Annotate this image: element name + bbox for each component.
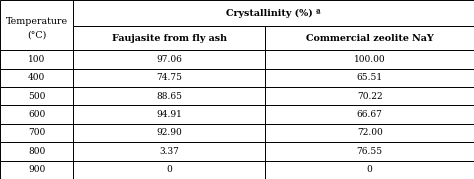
Bar: [265, 69, 474, 87]
Bar: [73, 87, 265, 105]
Text: 600: 600: [28, 110, 46, 119]
Bar: [265, 26, 474, 50]
Text: 400: 400: [28, 73, 46, 82]
Text: 100: 100: [28, 55, 46, 64]
Text: Crystallinity (%) ª: Crystallinity (%) ª: [227, 8, 321, 18]
Text: 700: 700: [28, 129, 46, 137]
Text: 92.90: 92.90: [156, 129, 182, 137]
Text: 72.00: 72.00: [357, 129, 383, 137]
Bar: [73, 124, 265, 142]
Text: 900: 900: [28, 165, 46, 174]
Bar: [0, 87, 73, 105]
Text: 500: 500: [28, 92, 46, 101]
Text: Faujasite from fly ash: Faujasite from fly ash: [112, 33, 227, 43]
Bar: [73, 142, 265, 161]
Bar: [0, 105, 73, 124]
Text: (°C): (°C): [27, 31, 46, 40]
Bar: [73, 161, 265, 179]
Text: 74.75: 74.75: [156, 73, 182, 82]
Bar: [265, 87, 474, 105]
Bar: [265, 142, 474, 161]
Bar: [0, 124, 73, 142]
Text: 88.65: 88.65: [156, 92, 182, 101]
Bar: [73, 50, 265, 69]
Bar: [0, 142, 73, 161]
Bar: [0, 0, 73, 50]
Text: 0: 0: [367, 165, 373, 174]
Bar: [265, 105, 474, 124]
Text: 800: 800: [28, 147, 46, 156]
Bar: [0, 69, 73, 87]
Text: 94.91: 94.91: [156, 110, 182, 119]
Bar: [265, 50, 474, 69]
Bar: [265, 124, 474, 142]
Bar: [265, 161, 474, 179]
Text: Commercial zeolite NaY: Commercial zeolite NaY: [306, 33, 434, 43]
Bar: [73, 0, 474, 26]
Text: 66.67: 66.67: [357, 110, 383, 119]
Text: 3.37: 3.37: [160, 147, 179, 156]
Text: 97.06: 97.06: [156, 55, 182, 64]
Bar: [73, 105, 265, 124]
Bar: [0, 161, 73, 179]
Text: 100.00: 100.00: [354, 55, 385, 64]
Bar: [0, 50, 73, 69]
Text: 70.22: 70.22: [357, 92, 383, 101]
Text: 65.51: 65.51: [356, 73, 383, 82]
Text: 76.55: 76.55: [356, 147, 383, 156]
Text: 0: 0: [166, 165, 173, 174]
Text: Temperature: Temperature: [6, 16, 68, 26]
Bar: [73, 26, 265, 50]
Bar: [73, 69, 265, 87]
